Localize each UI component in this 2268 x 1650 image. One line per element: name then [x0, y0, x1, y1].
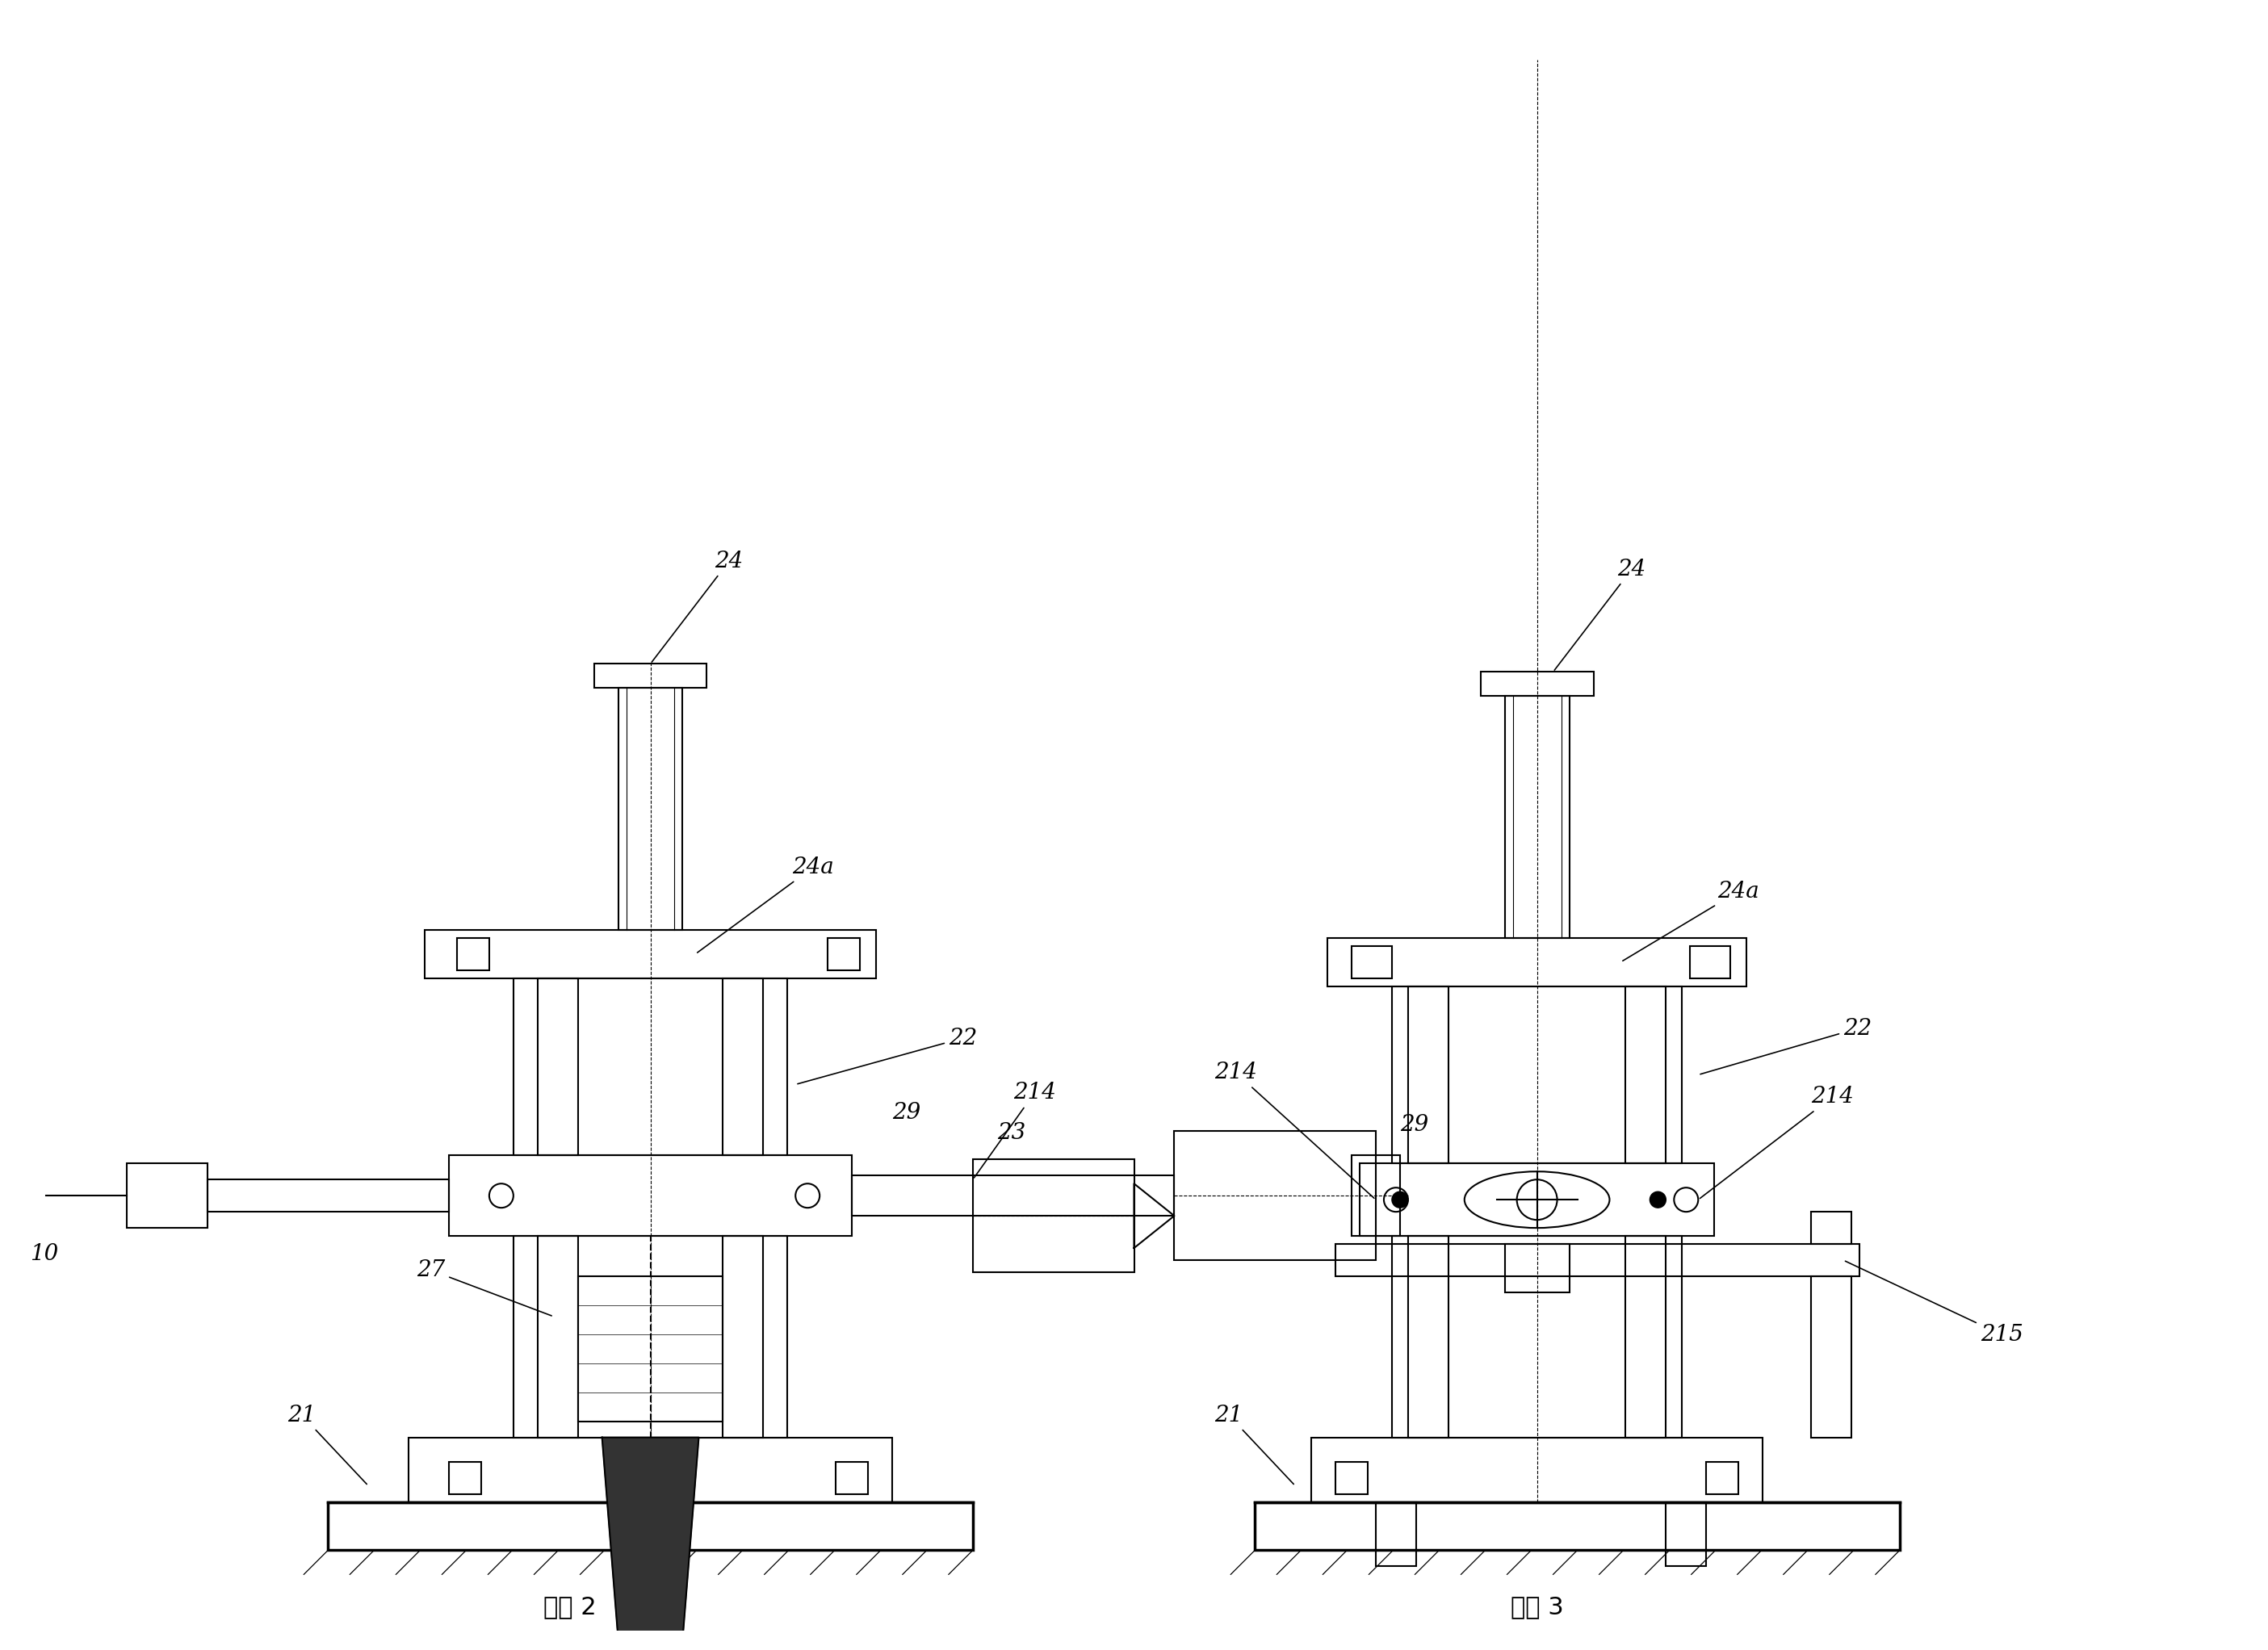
Bar	[513, 1236, 787, 1437]
Text: 24a: 24a	[696, 856, 835, 952]
Text: 23: 23	[998, 1122, 1025, 1143]
Bar	[837, 1462, 869, 1493]
Text: 214: 214	[1701, 1086, 1853, 1198]
Text: 215: 215	[1846, 1261, 2023, 1346]
Text: 22: 22	[798, 1028, 978, 1084]
Bar	[1311, 1437, 1762, 1502]
Text: 29: 29	[1399, 1114, 1429, 1137]
Bar	[1175, 1132, 1377, 1261]
Bar	[1408, 1236, 1449, 1437]
Bar	[513, 978, 787, 1155]
Bar	[594, 663, 708, 688]
Bar	[1504, 1244, 1569, 1292]
Bar	[578, 1275, 723, 1421]
Bar	[127, 1163, 206, 1228]
Bar	[723, 978, 764, 1155]
Bar	[1408, 987, 1449, 1163]
Bar	[424, 929, 875, 978]
Bar	[1667, 1502, 1706, 1566]
Bar	[1361, 1163, 1715, 1236]
Circle shape	[1649, 1191, 1667, 1208]
Bar	[723, 1236, 764, 1437]
Text: 29: 29	[891, 1102, 921, 1124]
Bar	[206, 1180, 449, 1211]
Bar	[1352, 1155, 1399, 1236]
Bar	[1352, 945, 1393, 978]
Bar	[1504, 696, 1569, 937]
Bar	[619, 688, 683, 929]
Text: 214: 214	[973, 1082, 1057, 1178]
Bar	[1336, 1462, 1368, 1493]
Polygon shape	[601, 1437, 699, 1638]
Bar	[1626, 1236, 1667, 1437]
Text: 22: 22	[1701, 1018, 1871, 1074]
Text: 21: 21	[288, 1404, 367, 1483]
Bar	[1377, 1502, 1415, 1566]
Text: 27: 27	[417, 1259, 551, 1315]
Bar	[1393, 1236, 1683, 1437]
Text: 24: 24	[1554, 558, 1647, 670]
Bar	[449, 1155, 853, 1236]
Bar	[1481, 672, 1594, 696]
Bar	[329, 1502, 973, 1551]
Bar	[538, 1236, 578, 1437]
Text: 21: 21	[1216, 1404, 1293, 1483]
Bar	[538, 978, 578, 1155]
Bar	[449, 1462, 481, 1493]
Bar	[1254, 1502, 1901, 1551]
Bar	[1812, 1275, 1851, 1437]
Bar	[1336, 1244, 1860, 1275]
Bar	[1626, 987, 1667, 1163]
Text: 214: 214	[1216, 1063, 1374, 1198]
Text: 10: 10	[29, 1242, 59, 1266]
Text: 附图 3: 附图 3	[1510, 1596, 1563, 1619]
Bar	[1690, 945, 1730, 978]
Bar	[1327, 937, 1746, 987]
Bar	[1393, 987, 1683, 1163]
Bar	[1812, 1211, 1851, 1244]
Bar	[973, 1160, 1134, 1272]
Text: 24: 24	[651, 549, 744, 662]
Text: 24a: 24a	[1622, 881, 1760, 960]
Bar	[853, 1175, 1175, 1216]
Bar	[828, 937, 860, 970]
Text: 附图 2: 附图 2	[544, 1596, 596, 1619]
Bar	[408, 1437, 891, 1502]
Bar	[1706, 1462, 1740, 1493]
Bar	[456, 937, 490, 970]
Circle shape	[1393, 1191, 1408, 1208]
